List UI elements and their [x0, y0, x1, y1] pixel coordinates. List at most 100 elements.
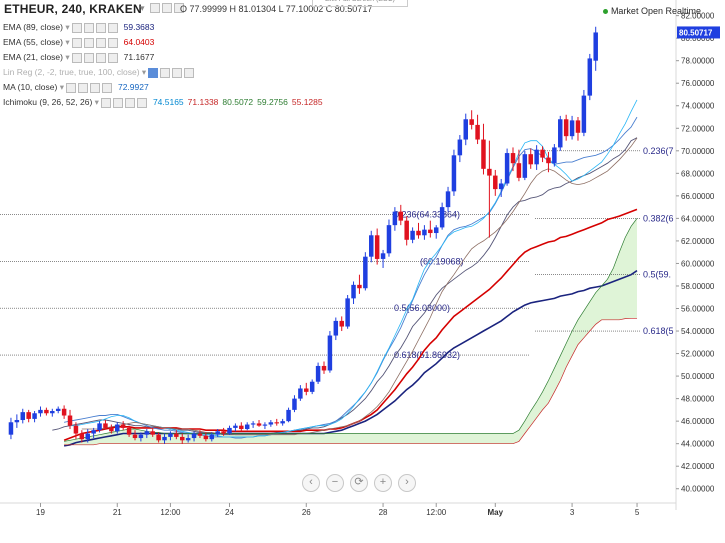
close-box-icon[interactable] — [174, 3, 184, 13]
price-tick-label: 54.00000 — [681, 327, 715, 336]
indicator-dropdown-icon[interactable]: ▾ — [63, 52, 70, 62]
settings-icon[interactable] — [65, 83, 76, 94]
fibonacci-level-label: 0.236(64.33864) — [394, 210, 460, 220]
candle-down — [357, 284, 362, 289]
indicator-row[interactable]: Lin Reg (2, -2, true, true, 100, close) … — [3, 67, 196, 79]
candle-down — [416, 230, 421, 236]
indicator-row[interactable]: MA (10, close) ▾ 72.9927 — [3, 82, 149, 94]
time-tick-label: 24 — [225, 508, 234, 517]
indicator-value: 55.1285 — [291, 97, 323, 107]
candle-up — [209, 434, 215, 440]
candle-up — [162, 436, 167, 441]
candle-up — [410, 230, 415, 240]
candle-up — [250, 423, 256, 425]
fibonacci-right-label: 0.236(7 — [643, 146, 674, 156]
price-tick-label: 42.00000 — [681, 462, 715, 471]
indicator-row[interactable]: Ichimoku (9, 26, 52, 26) ▾ 74.5165 71.1338… — [3, 97, 323, 109]
fibonacci-level-label: 0.5(56.03000) — [394, 303, 450, 313]
settings-icon[interactable] — [71, 38, 82, 49]
indicator-label: Ichimoku (9, 26, 52, 26) — [3, 97, 93, 107]
time-tick-label: May — [488, 508, 504, 517]
candle-up — [292, 398, 297, 410]
close-icon[interactable] — [107, 53, 118, 64]
indicator-dropdown-icon[interactable]: ▾ — [63, 37, 70, 47]
candle-up — [386, 225, 392, 254]
format-icon[interactable] — [124, 98, 135, 109]
candle-down — [256, 423, 262, 426]
indicator-row[interactable]: EMA (89, close) ▾ 59.3683 — [3, 22, 154, 34]
price-tick-label: 48.00000 — [681, 395, 715, 404]
reset-chart-button[interactable]: ⟳ — [350, 474, 368, 492]
price-tick-label: 76.00000 — [681, 79, 715, 88]
candle-up — [369, 235, 374, 257]
time-tick-label: 21 — [113, 508, 122, 517]
indicator-controls[interactable] — [100, 97, 149, 109]
eye-icon[interactable] — [77, 83, 88, 94]
candle-down — [239, 425, 244, 430]
indicator-row[interactable]: EMA (21, close) ▾ 71.1677 — [3, 52, 154, 64]
indicator-row[interactable]: EMA (55, close) ▾ 64.0403 — [3, 37, 154, 49]
candle-up — [504, 153, 510, 184]
eye-icon[interactable] — [160, 68, 171, 79]
indicator-controls[interactable] — [65, 82, 114, 94]
fibonacci-level-label: (60.19068) — [420, 256, 464, 266]
format-icon[interactable] — [89, 83, 100, 94]
series-line-senkou-span-b — [64, 317, 637, 446]
candle-up — [457, 139, 463, 156]
indicator-dropdown-icon[interactable]: ▾ — [92, 97, 99, 107]
indicator-controls[interactable] — [71, 22, 120, 34]
eye-icon[interactable] — [112, 98, 123, 109]
format-icon[interactable] — [95, 53, 106, 64]
format-icon[interactable] — [95, 23, 106, 34]
indicator-controls[interactable] — [71, 52, 120, 64]
settings-icon[interactable] — [100, 98, 111, 109]
indicator-dropdown-icon[interactable]: ▾ — [63, 22, 70, 32]
close-icon[interactable] — [136, 98, 147, 109]
exit-fullscreen-button[interactable]: Exit Full Screen (ESC) — [312, 0, 408, 7]
symbol-dropdown-icon[interactable]: ▾ — [140, 3, 145, 13]
candle-down — [156, 434, 161, 441]
settings-icon[interactable] — [71, 53, 82, 64]
scroll-left-button[interactable]: ‹ — [302, 474, 320, 492]
scroll-right-button[interactable]: › — [398, 474, 416, 492]
close-icon[interactable] — [107, 23, 118, 34]
eye-icon[interactable] — [83, 38, 94, 49]
header-tool-icons[interactable] — [150, 3, 184, 16]
candle-up — [32, 413, 37, 419]
eye-icon[interactable] — [83, 23, 94, 34]
price-tick-label: 60.00000 — [681, 259, 715, 268]
candle-up — [144, 431, 150, 435]
indicator-controls[interactable] — [71, 37, 120, 49]
indicator-dropdown-icon[interactable]: ▾ — [57, 82, 64, 92]
symbol-title[interactable]: ETHEUR, 240, KRAKEN — [4, 2, 142, 16]
indicator-controls[interactable] — [148, 67, 196, 79]
indicator-label: EMA (21, close) — [3, 52, 63, 62]
series-line-kijun — [81, 137, 638, 436]
price-tick-label: 64.00000 — [681, 214, 715, 223]
settings-icon[interactable] — [71, 23, 82, 34]
candle-up — [233, 425, 238, 428]
indicator-dropdown-icon[interactable]: ▾ — [139, 67, 147, 77]
settings-icon[interactable] — [148, 68, 159, 79]
reset-icon: ⟳ — [354, 476, 364, 488]
market-status: Market Open Realtime — [602, 6, 701, 16]
zoom-in-button[interactable]: + — [374, 474, 392, 492]
candle-down — [428, 229, 433, 234]
indicator-value: 59.2756 — [257, 97, 288, 107]
fibonacci-right-label: 0.618(5 — [643, 326, 674, 336]
price-tick-label: 68.00000 — [681, 169, 715, 178]
close-icon[interactable] — [101, 83, 112, 94]
candle-up — [552, 147, 557, 164]
format-icon[interactable] — [172, 68, 183, 79]
zoom-out-button[interactable]: − — [326, 474, 344, 492]
candle-up — [91, 430, 96, 434]
eye-icon[interactable] — [83, 53, 94, 64]
close-icon[interactable] — [184, 68, 195, 79]
settings-box-icon[interactable] — [150, 3, 160, 13]
close-icon[interactable] — [107, 38, 118, 49]
eye-box-icon[interactable] — [162, 3, 172, 13]
time-tick-label: 3 — [570, 508, 575, 517]
format-icon[interactable] — [95, 38, 106, 49]
